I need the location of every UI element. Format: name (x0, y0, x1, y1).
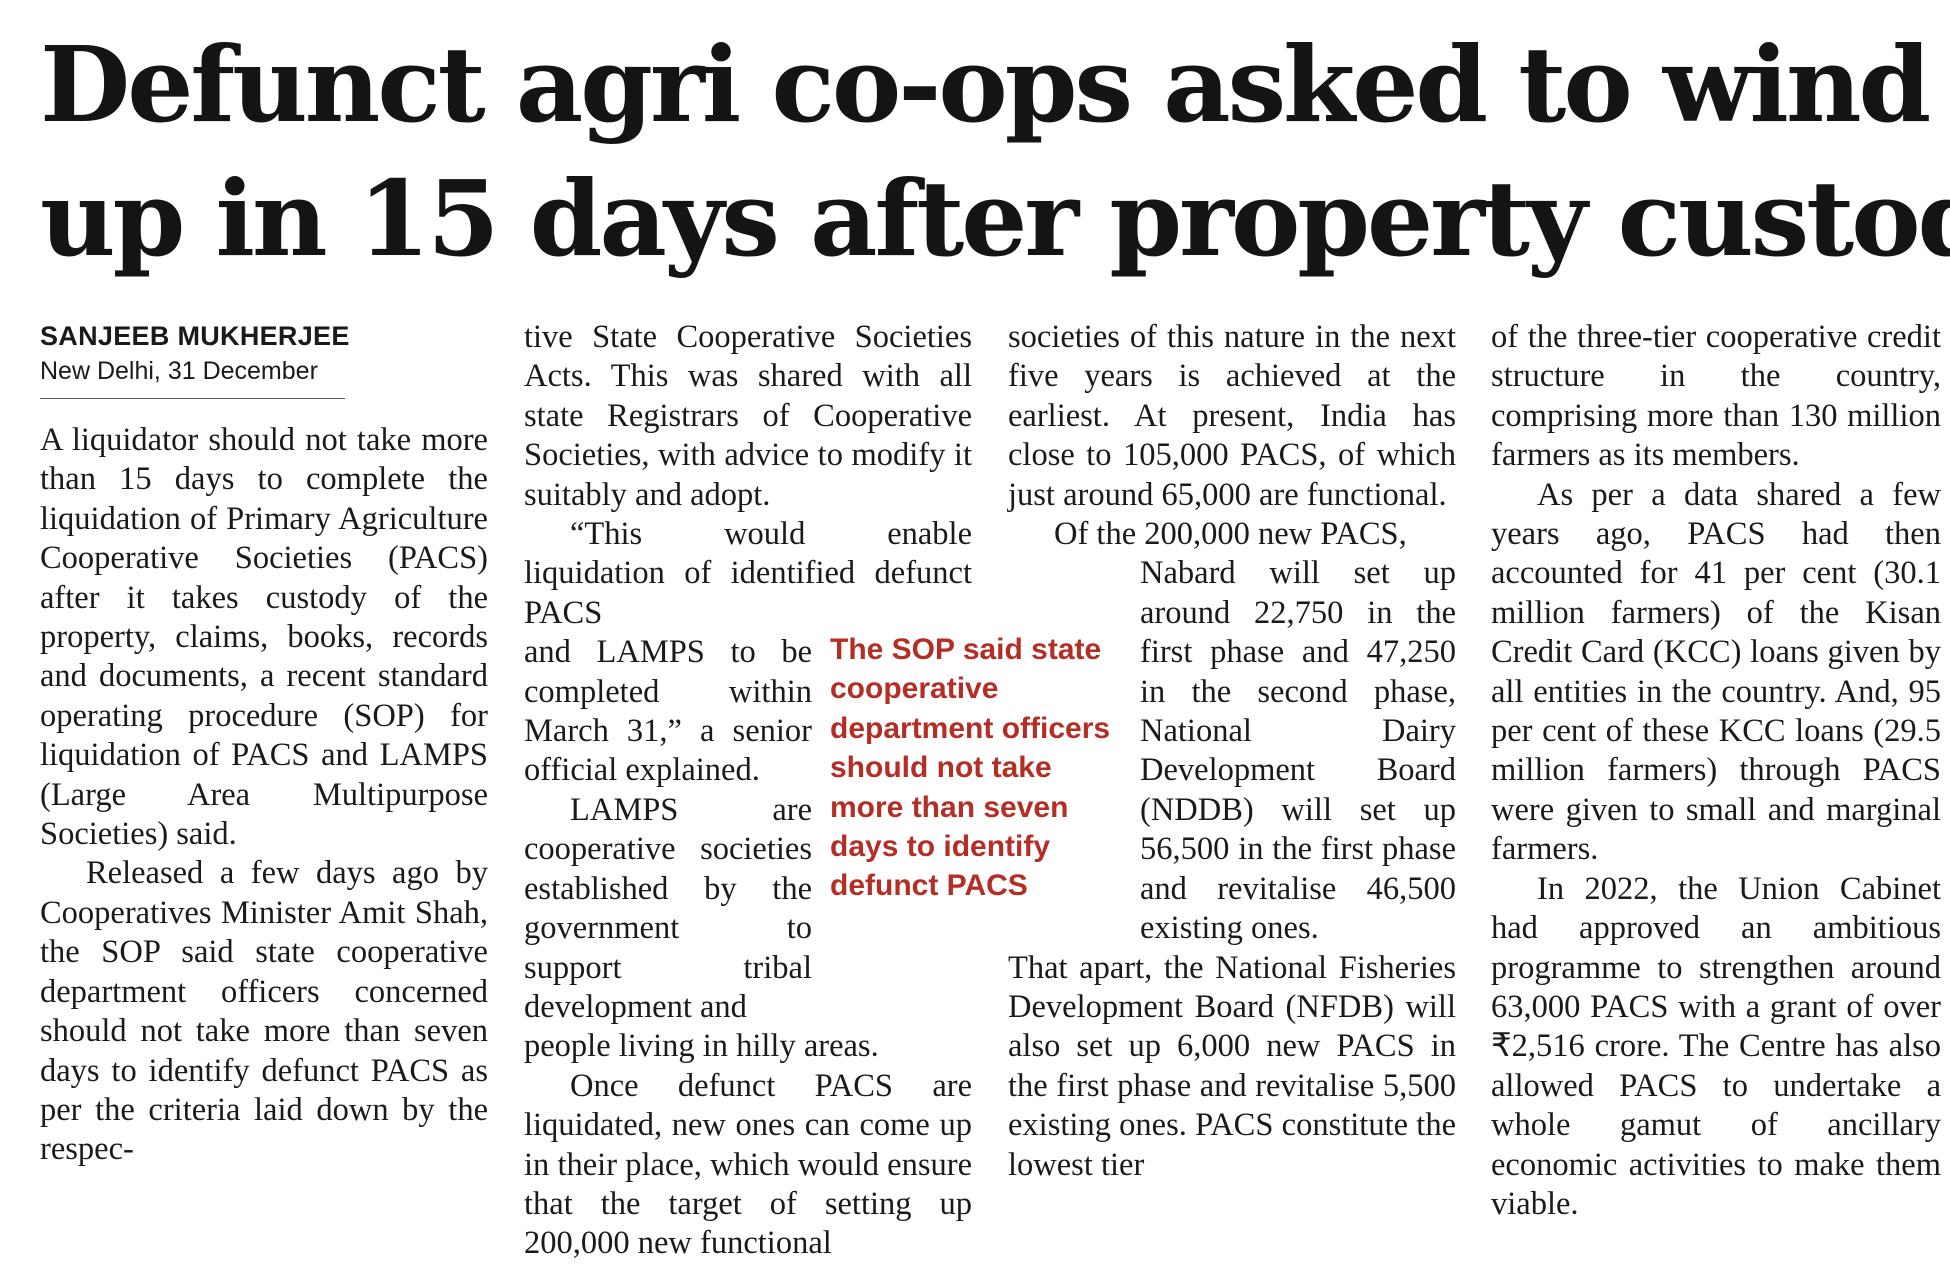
paragraph: of the three-tier cooperative credit str… (1491, 319, 1941, 474)
article-column-1: SANJEEB MUKHERJEE New Delhi, 31 December… (40, 318, 488, 1170)
headline: Defunct agri co-ops asked to wind up in … (40, 18, 1950, 286)
paragraph: people living in hilly areas. (524, 1028, 879, 1065)
paragraph: As per a data shared a few years ago, PA… (1491, 476, 1941, 868)
dateline: New Delhi, 31 December (40, 357, 318, 385)
paragraph: LAMPS are cooperative societies establis… (524, 791, 812, 1025)
byline-divider (40, 398, 345, 399)
article-column-4: of the three-tier cooperative credit str… (1491, 318, 1941, 1224)
headline-line-2: up in 15 days after property custody (40, 157, 1950, 280)
pull-quote: The SOP said state cooperative departmen… (830, 633, 1111, 903)
paragraph: “This would enable liquidation of identi… (524, 516, 972, 631)
paragraph: Once defunct PACS are liquidated, new on… (524, 1067, 972, 1262)
paragraph: and LAMPS to be completed within March 3… (524, 634, 812, 789)
paragraph: Of the 200,000 new PACS, (1054, 516, 1407, 553)
article-column-2: tive State Cooperative Societies Acts. T… (524, 318, 972, 1264)
headline-line-1: Defunct agri co-ops asked to wind (40, 23, 1931, 146)
paragraph: societies of this nature in the next fiv… (1008, 319, 1456, 513)
author-byline: SANJEEB MUKHERJEE (40, 321, 350, 351)
pull-quote-wrap-text: and LAMPS to be completed within March 3… (524, 633, 812, 1027)
paragraph: In 2022, the Union Cabinet had approved … (1491, 870, 1941, 1222)
article-column-3: societies of this nature in the next fiv… (1008, 318, 1456, 1185)
paragraph: tive State Cooperative Societies Acts. T… (524, 319, 972, 513)
paragraph: That apart, the National Fisheries Devel… (1008, 949, 1456, 1183)
paragraph: A liquidator should not take more than 1… (40, 422, 488, 853)
paragraph: Nabard will set up around 22,750 in the … (1140, 555, 1456, 947)
paragraph: Released a few days ago by Cooperatives … (40, 855, 488, 1168)
